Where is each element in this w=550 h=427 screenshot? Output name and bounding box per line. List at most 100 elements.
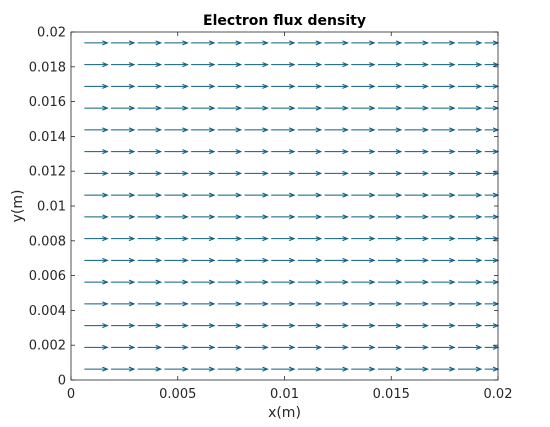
flux-arrow-head: [208, 62, 216, 68]
flux-arrow: [217, 192, 243, 198]
flux-arrow-head: [262, 323, 269, 329]
flux-arrow-head: [342, 62, 349, 68]
flux-arrow-head: [155, 62, 163, 68]
flux-arrow-head: [155, 366, 163, 372]
flux-arrow: [457, 40, 483, 46]
flux-arrow: [351, 83, 376, 89]
flux-arrow: [404, 40, 429, 46]
flux-arrow: [137, 279, 163, 285]
flux-arrow: [377, 344, 403, 350]
flux-arrow: [164, 149, 189, 155]
flux-arrow-head: [315, 279, 323, 285]
flux-arrow: [457, 83, 483, 89]
flux-arrow: [377, 105, 403, 111]
flux-arrow: [164, 323, 189, 329]
flux-arrow: [111, 40, 136, 46]
flux-arrow-head: [449, 62, 456, 68]
flux-arrow: [84, 83, 109, 89]
flux-arrow-head: [128, 236, 136, 242]
flux-arrow-head: [235, 83, 243, 89]
flux-arrow: [377, 192, 403, 198]
flux-arrow: [404, 105, 429, 111]
flux-arrow: [111, 62, 136, 68]
flux-arrow-head: [395, 214, 403, 220]
flux-arrow-head: [315, 344, 323, 350]
flux-arrow-head: [288, 192, 296, 198]
flux-arrow-head: [315, 62, 323, 68]
flux-arrow: [271, 279, 296, 285]
flux-arrow: [84, 323, 109, 329]
flux-arrow: [244, 366, 269, 372]
flux-arrow: [377, 301, 403, 307]
flux-arrow-head: [262, 62, 269, 68]
flux-arrow: [137, 344, 163, 350]
flux-arrow: [324, 149, 349, 155]
flux-arrow-head: [208, 301, 216, 307]
x-tick-label: 0.015: [373, 387, 410, 402]
flux-arrow: [111, 279, 136, 285]
flux-arrow-head: [235, 149, 243, 155]
flux-arrow: [191, 279, 216, 285]
flux-arrow: [431, 366, 456, 372]
flux-arrow-head: [182, 192, 189, 198]
flux-arrow-head: [395, 149, 403, 155]
flux-arrow-head: [288, 105, 296, 111]
flux-arrow: [377, 149, 403, 155]
flux-arrow: [457, 127, 483, 133]
flux-arrow: [271, 83, 296, 89]
flux-arrow: [244, 127, 269, 133]
y-tick-label: 0.008: [29, 234, 66, 249]
flux-arrow: [324, 214, 349, 220]
flux-arrow: [164, 62, 189, 68]
flux-arrow: [324, 279, 349, 285]
flux-arrow-head: [155, 149, 163, 155]
flux-arrow-head: [235, 127, 243, 133]
flux-arrow-head: [342, 149, 349, 155]
flux-arrow-head: [475, 301, 483, 307]
flux-arrow-head: [128, 83, 136, 89]
flux-arrow-head: [342, 279, 349, 285]
flux-arrow-head: [128, 323, 136, 329]
flux-arrow-head: [235, 323, 243, 329]
flux-arrow: [404, 62, 429, 68]
flux-arrow-head: [395, 301, 403, 307]
flux-arrow-head: [395, 366, 403, 372]
flux-arrow-head: [288, 366, 296, 372]
y-tick-label: 0.018: [29, 60, 66, 75]
flux-arrow-head: [182, 236, 189, 242]
flux-arrow-head: [208, 192, 216, 198]
flux-arrow: [351, 170, 376, 176]
flux-arrow: [324, 40, 349, 46]
flux-arrow: [404, 83, 429, 89]
flux-arrow-head: [395, 323, 403, 329]
flux-arrow-head: [395, 236, 403, 242]
flux-arrow: [404, 170, 429, 176]
flux-arrow-head: [315, 105, 323, 111]
chart-title: Electron flux density: [203, 13, 366, 29]
flux-arrow: [271, 170, 296, 176]
flux-arrow: [137, 83, 163, 89]
flux-arrow-head: [288, 127, 296, 133]
flux-arrow: [84, 301, 109, 307]
flux-arrow-head: [449, 83, 456, 89]
flux-arrow-head: [182, 62, 189, 68]
flux-arrow-head: [128, 279, 136, 285]
flux-arrow: [297, 127, 323, 133]
flux-arrow: [431, 323, 456, 329]
flux-arrow: [191, 127, 216, 133]
flux-arrow: [191, 170, 216, 176]
flux-arrow-head: [475, 83, 483, 89]
flux-arrow-head: [342, 40, 349, 46]
flux-arrow: [351, 62, 376, 68]
x-axis-ticks: 0 0.005 0.01 0.015 0.02: [67, 32, 512, 402]
flux-arrow-head: [288, 279, 296, 285]
flux-arrow-head: [342, 344, 349, 350]
flux-arrow-head: [262, 344, 269, 350]
flux-arrow: [377, 323, 403, 329]
flux-arrow-head: [128, 257, 136, 263]
flux-arrow: [244, 344, 269, 350]
flux-arrow-head: [449, 344, 456, 350]
flux-arrow: [84, 40, 109, 46]
y-tick-label: 0.01: [37, 200, 66, 215]
flux-arrow-head: [369, 344, 376, 350]
